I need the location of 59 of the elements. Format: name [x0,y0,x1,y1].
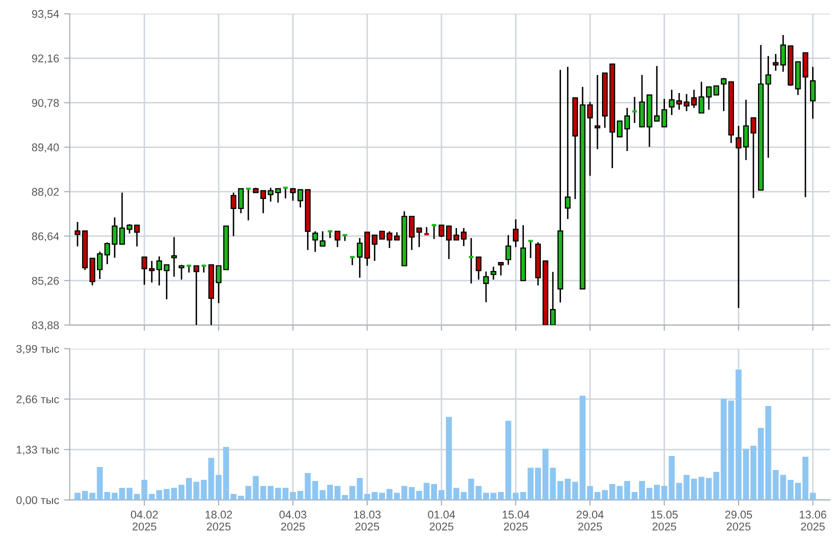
candlestick [460,227,467,247]
candlestick [661,98,668,128]
candlestick [564,66,571,220]
candlestick [490,266,496,280]
candlestick [356,237,363,278]
y-tick-label: 0,00 тыс [16,496,60,506]
candlestick [408,216,415,251]
candlestick [416,227,422,248]
candlestick [772,53,779,72]
candlestick [765,55,772,158]
candlestick [96,250,103,280]
candlestick [498,262,504,276]
x-tick-label: 18.02 2025 [206,510,232,530]
candlestick [430,223,438,240]
x-tick-label: 15.04 2025 [502,510,530,530]
candlestick [512,218,519,248]
candlestick [312,230,318,253]
candlestick [476,256,482,280]
candlestick [260,190,266,214]
y-tick-label: 92,16 [32,54,59,64]
y-tick-label: 83,88 [32,321,59,330]
y-tick-label: 88,02 [32,188,59,198]
candlestick [148,260,155,284]
y-tick-label: 85,26 [32,276,59,286]
y-tick-label: 89,40 [32,143,59,153]
candlestick [453,227,460,241]
candlestick [668,89,675,116]
x-tick-label: 01.04 2025 [428,510,456,530]
x-tick-label: 29.04 2025 [576,510,604,530]
y-tick-label: 3,99 тыс [16,344,60,354]
candlestick [178,264,184,280]
candlestick [616,120,623,138]
candlestick [171,236,177,278]
x-tick-label: 15.05 2025 [651,510,678,530]
candlestick [713,85,720,96]
x-tick-label: 13.06 2025 [800,510,826,530]
x-tick-label: 04.02 2025 [130,510,158,530]
candlestick [282,186,289,200]
y-tick-label: 93,54 [32,10,59,20]
candlestick [720,77,727,112]
candlestick [164,264,170,300]
y-tick-label: 90,78 [32,98,59,108]
x-tick-label: 29.05 2025 [725,510,752,530]
candlestick [594,74,600,150]
candlestick [810,66,816,120]
candlestick [320,230,326,247]
candlestick [483,270,489,303]
candlestick [104,242,110,265]
y-tick-label: 2,66 тыс [16,395,60,405]
candlestick [156,256,162,286]
y-tick-label: 86,64 [32,232,59,242]
candlestick [624,107,630,152]
y-tick-label: 1,33 тыс [16,446,60,455]
candlestick [142,256,148,286]
candlestick [334,230,340,248]
x-tick-label: 04.03 2025 [279,510,306,530]
candlestick [194,265,200,326]
x-tick-label: 18.03 2025 [354,510,381,530]
candlestick [505,234,512,266]
